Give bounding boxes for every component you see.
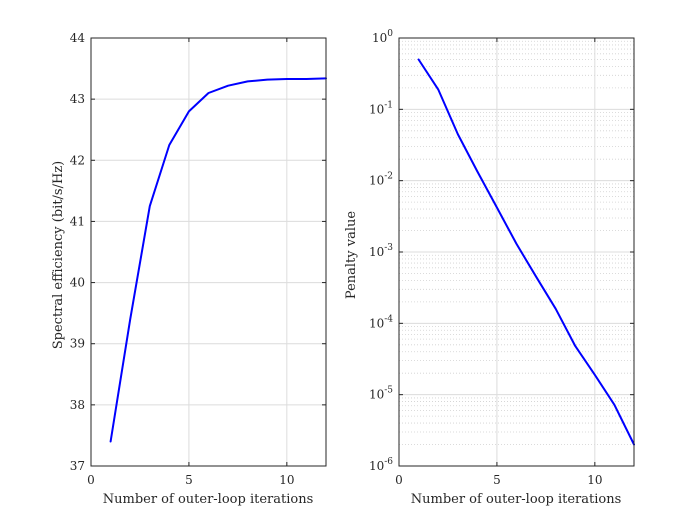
spectral-efficiency-panel: 0 5 10 37 38 39 40 41 42 43 44 Number of outer-loo… [51, 31, 327, 507]
series-left [109, 77, 327, 443]
y-axis-label-left: Spectral efficiency (bit/s/Hz) [51, 161, 66, 350]
y-tick-label: 10-5 [369, 386, 393, 402]
y-tick-label: 10-2 [369, 172, 393, 188]
y-tick-label: 42 [70, 153, 85, 167]
y-tick-label: 43 [70, 92, 85, 106]
ticks-right: 0 5 10 10-6 10-5 10-4 10-3 10-2 10-1 100 [369, 29, 634, 487]
x-tick-label: 5 [493, 473, 501, 487]
y-tick-label: 39 [70, 337, 85, 351]
plot-area-left [91, 38, 326, 466]
series-right [417, 58, 635, 446]
x-tick-label: 10 [279, 473, 294, 487]
axes-box-left [90, 37, 327, 467]
series-line [109, 77, 327, 443]
x-tick-label: 0 [395, 473, 403, 487]
series-line [417, 58, 635, 446]
y-tick-label: 10-1 [369, 100, 393, 116]
y-tick-label: 100 [372, 29, 393, 45]
y-tick-label: 38 [70, 398, 85, 412]
y-tick-label: 41 [70, 214, 85, 228]
y-tick-label: 10-6 [369, 457, 393, 473]
x-tick-label: 10 [587, 473, 602, 487]
y-tick-label: 10-3 [369, 243, 393, 259]
y-axis-label-right: Penalty value [344, 211, 359, 299]
x-tick-label: 5 [185, 473, 193, 487]
grid-right [398, 37, 634, 467]
penalty-value-panel: 0 5 10 10-6 10-5 10-4 10-3 10-2 10-1 100 Number o… [344, 29, 635, 507]
x-tick-label: 0 [87, 473, 95, 487]
y-tick-label: 37 [70, 459, 85, 473]
ticks-left: 0 5 10 37 38 39 40 41 42 43 44 [70, 31, 326, 487]
y-tick-label: 44 [70, 31, 86, 45]
x-axis-label-right: Number of outer-loop iterations [411, 492, 622, 507]
y-tick-label: 40 [70, 276, 85, 290]
x-axis-label-left: Number of outer-loop iterations [103, 492, 314, 507]
y-tick-label: 10-4 [369, 314, 393, 330]
